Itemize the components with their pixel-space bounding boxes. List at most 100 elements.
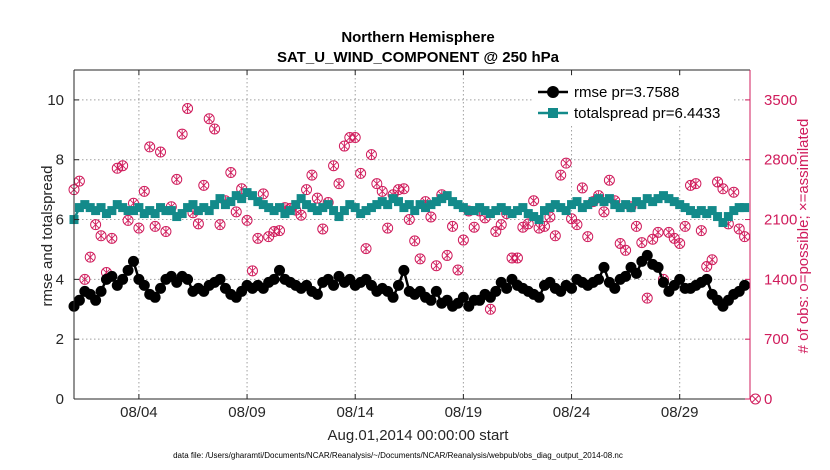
obs-assimilated-marker bbox=[335, 179, 343, 189]
obs-assimilated-marker bbox=[562, 158, 570, 168]
rmse-point bbox=[73, 294, 85, 306]
obs-assimilated-marker bbox=[497, 220, 506, 230]
totalspread-point bbox=[545, 203, 555, 213]
totalspread-point bbox=[426, 200, 436, 210]
tick-labels: 08/04 08/09 08/14 08/19 08/24 08/29 0 2 4 6 8 10 0 70… bbox=[47, 92, 797, 421]
totalspread-point bbox=[442, 191, 452, 201]
rmse-point bbox=[609, 282, 621, 294]
totalspread-point bbox=[356, 209, 366, 219]
totalspread-point bbox=[507, 209, 517, 219]
x-tick-label: 08/14 bbox=[336, 404, 374, 421]
obs-assimilated-marker bbox=[140, 186, 149, 196]
rmse-point bbox=[106, 270, 118, 282]
y2-tick-label: 2100 bbox=[764, 212, 797, 229]
obs-assimilated-marker bbox=[199, 180, 208, 190]
totalspread-point bbox=[118, 203, 128, 213]
totalspread-point bbox=[469, 206, 479, 216]
obs-possible-marker bbox=[230, 206, 242, 218]
rmse-point bbox=[387, 291, 399, 303]
obs-possible-marker bbox=[560, 157, 572, 169]
rmse-point bbox=[311, 288, 323, 300]
rmse-point bbox=[430, 285, 442, 297]
obs-possible-marker bbox=[203, 113, 215, 125]
totalspread-point bbox=[323, 200, 333, 210]
obs-assimilated-marker bbox=[427, 212, 435, 222]
obs-assimilated-marker bbox=[373, 179, 381, 189]
totalspread-point bbox=[588, 197, 598, 207]
obs-possible-marker bbox=[241, 214, 253, 226]
obs-possible-marker bbox=[549, 230, 561, 242]
rmse-series bbox=[68, 249, 751, 312]
obs-possible-marker bbox=[160, 226, 172, 238]
obs-assimilated-marker bbox=[151, 221, 159, 231]
obs-possible-marker bbox=[122, 214, 134, 226]
totalspread-point bbox=[740, 203, 750, 213]
obs-assimilated-marker bbox=[108, 233, 116, 243]
totalspread-point bbox=[696, 206, 706, 216]
obs-possible-marker bbox=[338, 140, 350, 152]
y-tick-label: 10 bbox=[47, 92, 64, 109]
obs-possible-marker bbox=[376, 185, 388, 197]
obs-assimilated-marker bbox=[692, 179, 700, 189]
obs-possible-marker bbox=[198, 179, 210, 191]
y2-tick-label: 2800 bbox=[764, 152, 797, 169]
totalspread-point bbox=[404, 200, 414, 210]
obs-assimilated-marker bbox=[583, 232, 592, 242]
obs-assimilated-marker bbox=[751, 395, 760, 403]
obs-assimilated-marker bbox=[232, 207, 241, 217]
obs-assimilated-marker bbox=[383, 223, 392, 233]
obs-assimilated-marker bbox=[86, 252, 95, 262]
rmse-point bbox=[457, 291, 469, 303]
totalspread-point bbox=[637, 200, 647, 210]
obs-possible-marker bbox=[712, 176, 724, 188]
rmse-point bbox=[533, 291, 545, 303]
obs-assimilated-marker bbox=[486, 304, 495, 314]
totalspread-point bbox=[161, 206, 171, 216]
totalspread-point bbox=[383, 200, 393, 210]
obs-possible-marker bbox=[149, 220, 161, 232]
rmse-point bbox=[701, 273, 713, 285]
totalspread-point bbox=[318, 203, 328, 213]
obs-possible-marker bbox=[484, 303, 496, 315]
totalspread-point bbox=[475, 203, 485, 213]
obs-assimilated-marker bbox=[719, 184, 727, 194]
obs-assimilated-marker bbox=[172, 174, 181, 184]
totalspread-point bbox=[231, 191, 241, 201]
totalspread-point bbox=[658, 191, 668, 201]
obs-possible-marker bbox=[441, 249, 453, 261]
obs-possible-marker bbox=[414, 253, 426, 265]
totalspread-point bbox=[302, 200, 312, 210]
obs-possible-marker bbox=[571, 219, 583, 231]
obs-possible-marker bbox=[295, 209, 307, 221]
totalspread-point bbox=[253, 197, 263, 207]
obs-assimilated-marker bbox=[405, 215, 414, 225]
obs-possible-marker bbox=[636, 237, 648, 249]
legend-spread-marker bbox=[548, 108, 558, 118]
obs-assimilated-marker bbox=[162, 227, 170, 237]
rmse-point bbox=[501, 282, 513, 294]
totalspread-point bbox=[583, 200, 593, 210]
chart-subtitle: SAT_U_WIND_COMPONENT @ 250 hPa bbox=[277, 49, 560, 66]
obs-possible-marker bbox=[182, 102, 194, 114]
rmse-point bbox=[566, 282, 578, 294]
obs-possible-marker bbox=[598, 206, 610, 218]
totalspread-point bbox=[485, 209, 495, 219]
totalspread-point bbox=[567, 200, 577, 210]
totalspread-point bbox=[550, 200, 560, 210]
obs-assimilated-marker bbox=[524, 219, 533, 229]
rmse-point bbox=[598, 261, 610, 273]
obs-assimilated-marker bbox=[632, 221, 641, 231]
rmse-point bbox=[425, 294, 437, 306]
obs-assimilated-marker bbox=[205, 114, 214, 124]
totalspread-point bbox=[388, 194, 398, 204]
obs-assimilated-marker bbox=[654, 227, 662, 237]
totalspread-point bbox=[669, 197, 679, 207]
totalspread-point bbox=[74, 203, 84, 213]
obs-possible-marker bbox=[106, 232, 118, 244]
obs-possible-marker bbox=[538, 220, 550, 232]
obs-assimilated-marker bbox=[638, 238, 646, 248]
obs-possible-marker bbox=[695, 225, 707, 237]
rmse-point bbox=[268, 273, 280, 285]
obs-possible-marker bbox=[214, 219, 226, 231]
totalspread-point bbox=[686, 206, 696, 216]
